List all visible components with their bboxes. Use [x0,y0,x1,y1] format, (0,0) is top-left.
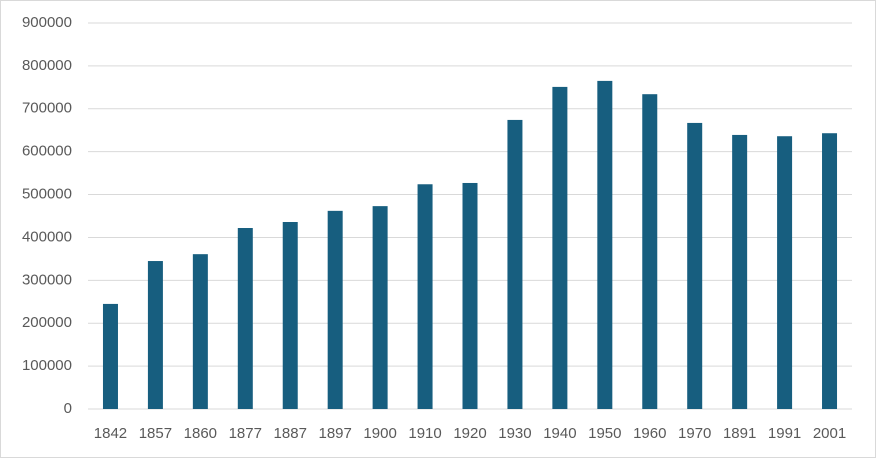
y-tick-label: 0 [64,400,72,417]
x-tick-label: 1877 [229,425,262,442]
y-tick-label: 300000 [22,271,72,288]
y-tick-label: 600000 [22,143,72,160]
x-tick-label: 1910 [408,425,441,442]
bar [192,254,208,409]
x-tick-label: 1842 [94,425,127,442]
y-tick-label: 100000 [22,357,72,374]
x-tick-label: 1860 [184,425,217,442]
bar [147,261,163,409]
x-tick-label: 1900 [363,425,396,442]
x-tick-label: 1857 [139,425,172,442]
x-tick-label: 1887 [274,425,307,442]
bar [327,210,343,409]
y-tick-label: 200000 [22,314,72,331]
bar [372,206,388,409]
bar [687,122,703,409]
x-tick-label: 2001 [813,425,846,442]
bar [597,80,613,410]
x-tick-label: 1970 [678,425,711,442]
bar [102,303,118,409]
x-tick-label: 1891 [723,425,756,442]
bar [552,86,568,409]
y-tick-label: 800000 [22,57,72,74]
bar [237,228,253,409]
x-tick-label: 1920 [453,425,486,442]
bar [507,119,523,409]
bar [417,184,433,409]
x-tick-label: 1991 [768,425,801,442]
y-tick-label: 700000 [22,100,72,117]
bar [777,136,793,409]
y-tick-label: 900000 [22,14,72,31]
x-tick-label: 1960 [633,425,666,442]
bar [642,94,658,409]
bar [732,134,748,409]
x-tick-label: 1897 [318,425,351,442]
y-tick-label: 500000 [22,186,72,203]
x-tick-label: 1950 [588,425,621,442]
bar [462,182,478,409]
x-tick-label: 1930 [498,425,531,442]
x-tick-label: 1940 [543,425,576,442]
bar [282,222,298,409]
bar [822,133,838,410]
y-tick-label: 400000 [22,228,72,245]
